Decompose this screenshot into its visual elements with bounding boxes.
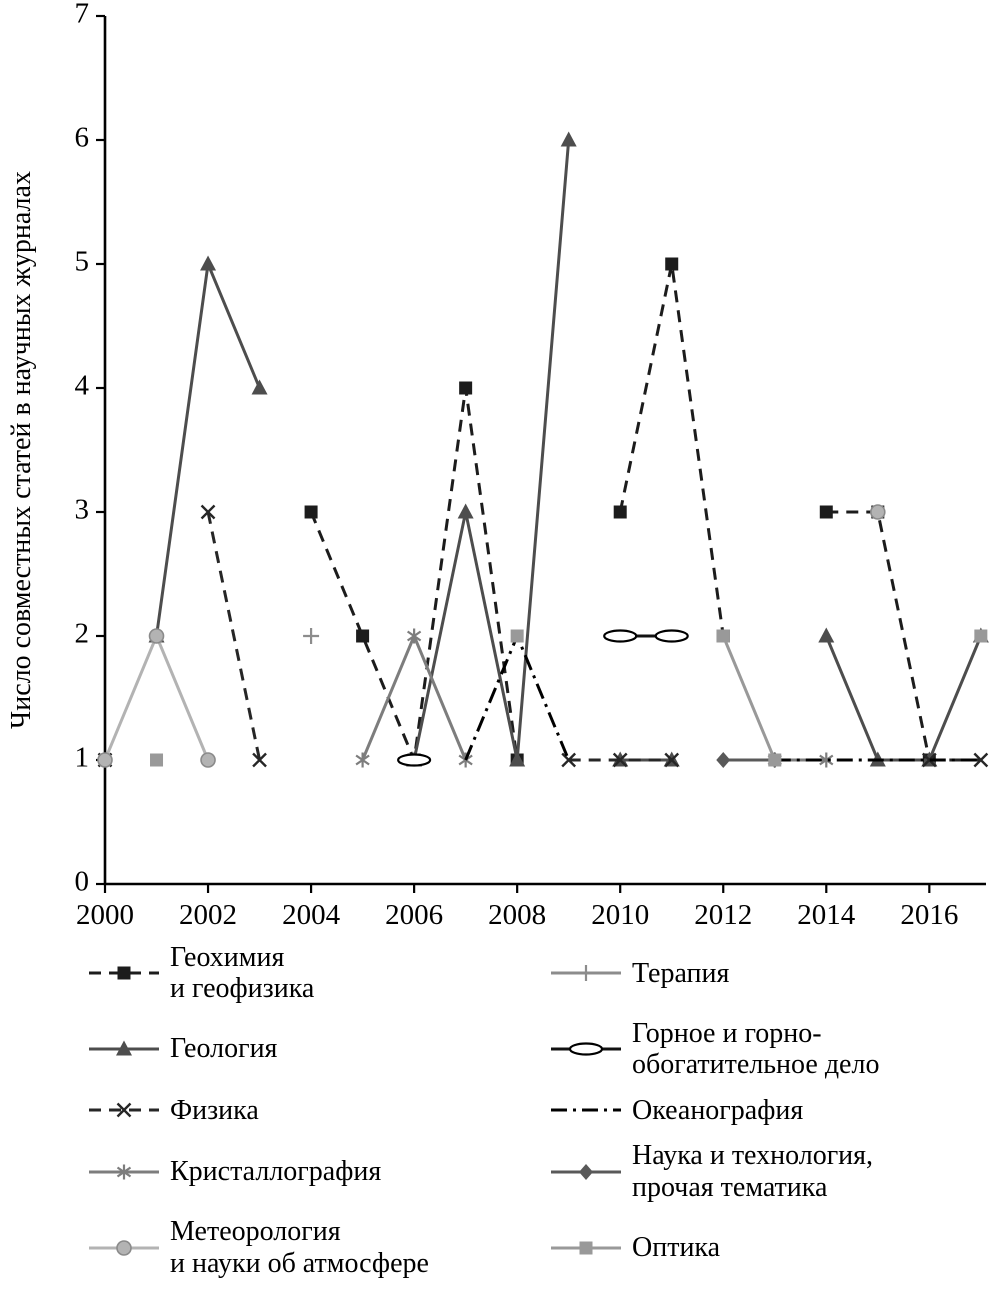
series-line-physics: [206, 511, 981, 762]
series-line-geology: [155, 139, 983, 762]
x-tick-label: 2012: [694, 899, 752, 931]
y-axis-title: Число совместных статей в научных журнал…: [6, 171, 37, 729]
x-tick-label: 2000: [76, 899, 134, 931]
x-tick-label: 2016: [900, 899, 958, 931]
legend-label-meteorology-atmospheric: Метеорология и науки об атмосфере: [170, 1216, 429, 1279]
series-therapy: [303, 628, 320, 644]
legend-item-geology: Геология: [86, 1032, 548, 1066]
legend-label-physics: Физика: [170, 1094, 259, 1126]
legend-marker-geochemistry-geophysics: [89, 966, 159, 980]
axes: [103, 16, 986, 886]
legend-item-optics: Оптика: [548, 1231, 988, 1265]
x-tick-label: 2006: [385, 899, 443, 931]
series-oceanography: [464, 632, 981, 762]
legend-marker-oceanography: [551, 1108, 621, 1112]
legend-marker-optics: [551, 1241, 621, 1255]
y-tick-label: 3: [75, 494, 90, 526]
series-optics: [150, 629, 988, 767]
series-line-oceanography: [464, 632, 981, 762]
legend-item-science-technology-other: Наука и технология, прочая тематика: [548, 1140, 988, 1203]
x-tick-label: 2010: [591, 899, 649, 931]
x-tick-label: 2008: [488, 899, 546, 931]
legend-label-geochemistry-geophysics: Геохимия и геофизика: [170, 942, 315, 1005]
legend-item-crystallography: Кристаллография: [86, 1155, 548, 1189]
chart-legend: Геохимия и геофизика Геология Физика Криста…: [0, 936, 994, 1279]
x-tick-label: 2014: [797, 899, 856, 931]
legend-item-geochemistry-geophysics: Геохимия и геофизика: [86, 942, 548, 1005]
legend-marker-physics: [89, 1103, 159, 1118]
y-tick-label: 4: [75, 370, 90, 402]
x-tick-label: 2002: [179, 899, 237, 931]
series-physics: [97, 504, 989, 768]
legend-item-oceanography: Океанография: [548, 1093, 988, 1127]
legend-marker-meteorology-atmospheric: [89, 1239, 159, 1256]
y-tick-label: 7: [75, 0, 90, 30]
x-tick-label: 2004: [282, 899, 341, 931]
series-meteorology-atmospheric: [97, 504, 886, 768]
series-line-crystallography: [361, 632, 827, 762]
series-mining: [397, 629, 689, 767]
legend-label-mining: Горное и горно- обогатительное дело: [632, 1017, 880, 1081]
legend-item-meteorology-atmospheric: Метеорология и науки об атмосфере: [86, 1216, 548, 1279]
line-chart: 0 1 2 3 4 5 6 7 2000 2002 2004 2006 2008 2010 2012 2014…: [6, 0, 989, 931]
legend-marker-science-technology-other: [551, 1163, 621, 1180]
legend-label-science-technology-other: Наука и технология, прочая тематика: [632, 1140, 874, 1203]
y-tick-label: 0: [75, 866, 90, 898]
legend-marker-geology: [89, 1040, 159, 1056]
series-geology: [148, 131, 989, 767]
y-tick-label: 6: [75, 122, 90, 154]
legend-item-mining: Горное и горно- обогатительное дело: [548, 1018, 988, 1081]
legend-marker-crystallography: [89, 1164, 159, 1180]
legend-label-optics: Оптика: [632, 1231, 721, 1263]
legend-item-therapy: Терапия: [548, 956, 988, 990]
legend-marker-therapy: [551, 965, 621, 982]
legend-item-physics: Физика: [86, 1093, 548, 1127]
y-tick-label: 5: [75, 246, 90, 278]
y-tick-label: 1: [75, 742, 90, 774]
y-tick-label: 2: [75, 618, 90, 650]
legend-label-oceanography: Океанография: [632, 1094, 804, 1126]
legend-label-geology: Геология: [170, 1033, 278, 1065]
legend-label-therapy: Терапия: [632, 957, 730, 989]
legend-marker-mining: [551, 1042, 621, 1056]
legend-label-crystallography: Кристаллография: [170, 1156, 382, 1188]
series-geochemistry-geophysics: [304, 257, 936, 767]
